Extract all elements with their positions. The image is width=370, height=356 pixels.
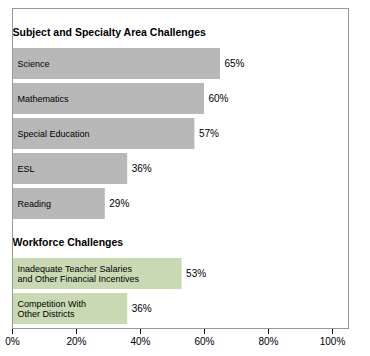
svg-text:36%: 36% — [132, 163, 152, 174]
svg-text:Reading: Reading — [18, 199, 52, 209]
svg-text:Special Education: Special Education — [18, 129, 90, 139]
svg-text:Competition WithOther District: Competition WithOther Districts — [18, 299, 87, 319]
svg-text:Subject and Specialty Area Cha: Subject and Specialty Area Challenges — [13, 26, 207, 38]
svg-text:Workforce Challenges: Workforce Challenges — [13, 236, 124, 248]
svg-text:Mathematics: Mathematics — [18, 94, 70, 104]
svg-text:29%: 29% — [109, 198, 129, 209]
svg-text:57%: 57% — [199, 128, 219, 139]
svg-text:80%: 80% — [258, 336, 278, 347]
svg-text:60%: 60% — [209, 93, 229, 104]
svg-text:53%: 53% — [186, 268, 206, 279]
svg-text:20%: 20% — [66, 336, 86, 347]
svg-text:ESL: ESL — [18, 164, 35, 174]
svg-text:Inadequate Teacher Salariesand: Inadequate Teacher Salariesand Other Fin… — [18, 264, 140, 284]
svg-text:100%: 100% — [320, 336, 346, 347]
svg-text:40%: 40% — [130, 336, 150, 347]
svg-text:Science: Science — [18, 59, 50, 69]
svg-text:36%: 36% — [132, 303, 152, 314]
svg-text:60%: 60% — [194, 336, 214, 347]
svg-text:65%: 65% — [225, 58, 245, 69]
svg-text:0%: 0% — [5, 336, 20, 347]
